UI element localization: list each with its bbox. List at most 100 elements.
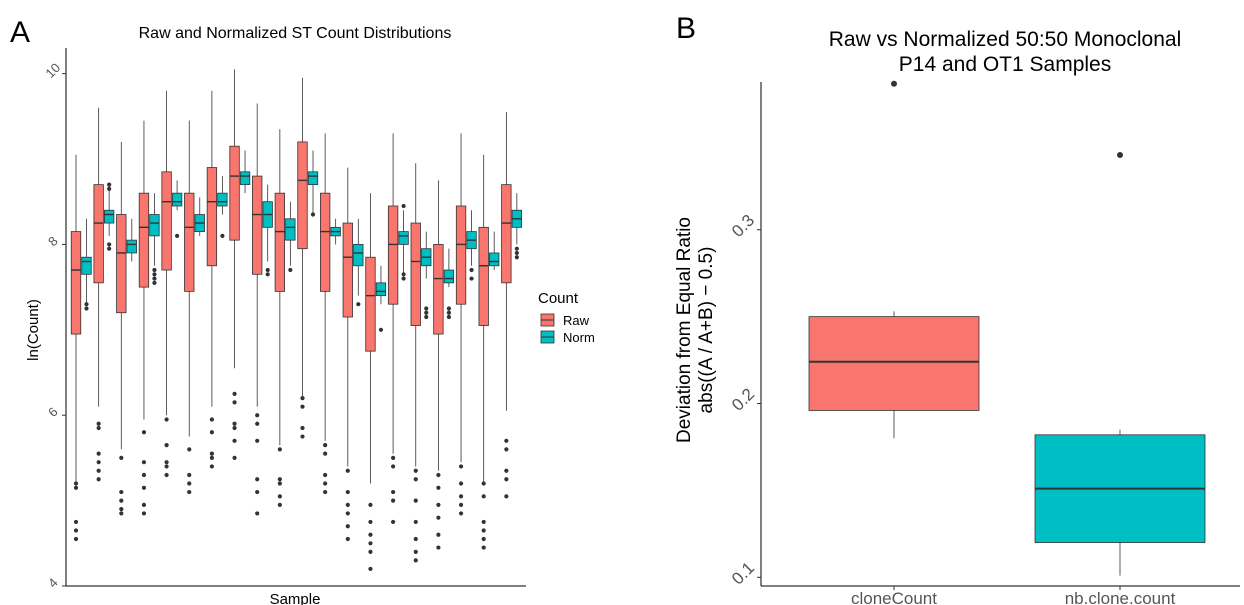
sample-8-raw-outlier-4 [232,438,237,443]
sample-18-raw-outlier-2 [458,494,464,499]
sample-9-norm-outlier-1 [265,272,270,277]
sample-4-raw-outlier-3 [141,485,147,490]
sample-11-raw-box [297,141,308,250]
sample-19-raw-box [478,226,489,326]
sample-6-raw-box [184,192,195,292]
sample-9-raw-outlier-1 [255,421,260,426]
sample-13-raw-outlier-1 [345,489,350,495]
sample-1-norm-box [81,256,92,275]
sample-16-norm [421,231,432,320]
sample-16-raw-outlier-0 [413,468,418,473]
sample-19-raw-outlier-3 [481,528,486,533]
sample-10-raw-outlier-1 [277,477,282,482]
panel-b-box-cloneCount [808,80,980,439]
sample-15-raw [387,133,399,525]
sample-1-raw-outlier-1 [73,481,79,486]
sample-7-raw-outlier-4 [209,464,214,469]
panel-b-x-ticks: cloneCount nb.clone.count [851,586,1176,605]
panel-b-y-tick-label-0: 0.1 [728,558,758,588]
sample-9-raw-outlier-5 [255,511,260,516]
sample-16-raw-box [410,222,421,326]
sample-3-norm-box [126,239,137,254]
panel-a-y-tick-label-1: 6 [45,404,61,420]
sample-1-raw-outlier-2 [73,519,79,525]
legend-label-norm: Norm [563,330,595,345]
sample-17-norm-box [443,269,455,284]
sample-19-raw-outlier-5 [481,545,486,550]
sample-1-raw-outlier-3 [73,528,79,533]
sample-9-norm [262,184,273,277]
sample-4-norm-outlier-0 [152,267,157,273]
sample-16-raw-outlier-3 [413,519,418,525]
sample-4-raw-outlier-2 [141,472,147,478]
sample-13-raw-box [342,222,353,318]
sample-14-raw-outlier-1 [368,519,373,525]
sample-13-norm-box [353,244,364,267]
sample-17-norm [443,248,455,320]
legend-entry-norm: Norm [540,330,595,345]
sample-10-norm [285,201,296,273]
sample-18-norm-outlier-1 [469,276,474,281]
sample-13-raw-outlier-0 [345,468,350,473]
sample-2-norm-outlier-2 [107,242,112,247]
sample-19-raw-outlier-1 [481,494,486,499]
sample-10-raw-outlier-2 [277,481,282,486]
sample-9-raw-outlier-2 [255,438,260,443]
sample-20-raw-outlier-3 [504,477,509,482]
sample-15-raw-outlier-3 [391,498,396,503]
sample-5-norm-outlier-0 [175,233,180,238]
sample-4-norm-outlier-2 [152,276,157,281]
panel-b-title: Raw vs Normalized 50:50 Monoclonal P14 an… [829,28,1182,76]
sample-10-raw-box [274,192,286,292]
panel-b-ylabel-line-1: Deviation from Equal Ratio [674,217,695,443]
sample-19-raw-outlier-2 [481,519,486,525]
sample-17-norm-outlier-2 [446,314,451,320]
sample-19-raw [478,154,489,550]
sample-8-norm-box [239,171,251,186]
panel-b-y-tick-label-1: 0.2 [728,385,758,415]
legend-label-raw: Raw [563,313,590,328]
sample-9-raw-outlier-0 [255,413,260,418]
sample-1-norm-outlier-0 [84,302,89,307]
sample-18-raw-outlier-4 [458,511,464,516]
sample-12-raw-box [319,192,331,292]
panel-b-ylabel-line-2: abs((A / A+B) − 0.5) [696,247,717,414]
panel-a: A Raw and Normalized ST Count Distributi… [10,16,595,605]
sample-1-raw [70,154,82,542]
sample-10-norm-box [285,218,296,241]
sample-12-raw-outlier-3 [323,481,328,486]
sample-13-raw [342,167,353,542]
sample-18-raw-outlier-0 [458,464,464,469]
sample-20-norm [511,193,522,260]
sample-7-raw-box [206,167,218,267]
sample-15-raw-outlier-0 [391,455,396,461]
sample-20-raw-box [501,184,512,284]
sample-10-raw [274,129,286,507]
panel-a-y-ticks: 4 6 8 10 [42,60,66,591]
sample-4-raw-outlier-5 [141,511,147,516]
sample-13-norm [353,218,364,307]
sample-4-norm [149,193,160,285]
sample-17-norm-outlier-0 [446,306,451,311]
sample-2-raw-outlier-3 [96,460,101,465]
panel-a-xlabel: Sample [270,591,321,605]
sample-17-raw-outlier-3 [436,515,441,520]
sample-11-norm-box [307,171,319,186]
sample-16-raw-outlier-6 [413,558,418,563]
sample-9-norm-outlier-0 [265,267,270,273]
sample-1-norm [81,218,92,311]
sample-7-norm [217,176,228,238]
sample-9-raw-outlier-4 [255,489,260,495]
sample-5-raw-box [161,171,172,271]
sample-4-raw-box [138,192,150,288]
sample-5-norm-box [171,192,183,207]
sample-6-raw-outlier-2 [187,481,192,486]
panel-a-title: Raw and Normalized ST Count Distribution… [139,25,452,42]
panel-a-y-tick-label-3: 10 [42,60,63,81]
sample-19-norm [489,231,500,271]
sample-13-norm-outlier-0 [356,302,361,307]
sample-7-norm-outlier-0 [220,233,225,238]
panel-b-ylabel: Deviation from Equal Ratioabs((A / A+B) … [674,217,717,443]
sample-3-raw-outlier-0 [119,455,124,461]
